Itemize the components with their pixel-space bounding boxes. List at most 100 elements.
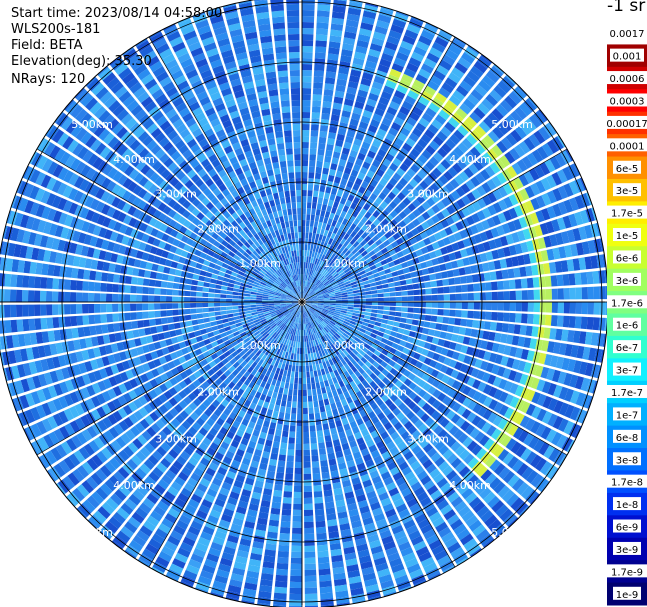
range-gate <box>434 456 446 468</box>
range-gate <box>463 453 475 465</box>
range-gate <box>438 109 450 121</box>
range-gate <box>328 309 335 313</box>
range-gate <box>367 124 378 134</box>
range-gate <box>383 252 391 259</box>
range-gate <box>304 280 307 287</box>
range-gate <box>347 296 354 300</box>
range-gate <box>160 288 167 295</box>
range-gate <box>390 122 402 132</box>
range-gate <box>327 275 333 281</box>
range-gate <box>364 155 374 165</box>
range-gate <box>22 318 30 332</box>
range-gate <box>468 255 476 265</box>
range-gate <box>318 283 324 288</box>
range-gate <box>431 337 440 345</box>
range-gate <box>526 240 535 252</box>
range-gate <box>82 315 90 325</box>
range-gate <box>279 448 287 456</box>
range-gate <box>302 196 307 203</box>
range-gate <box>365 376 373 384</box>
range-gate <box>412 218 421 227</box>
range-gate <box>456 335 465 344</box>
range-gate <box>398 322 406 329</box>
range-gate <box>314 311 320 316</box>
range-gate <box>398 46 412 57</box>
range-gate <box>487 112 500 125</box>
range-gate <box>425 366 434 375</box>
range-gate <box>318 191 325 199</box>
range-gate <box>302 10 315 17</box>
range-gate <box>130 312 137 320</box>
range-gate <box>302 377 307 384</box>
range-gate <box>523 337 532 349</box>
range-gate <box>308 289 313 295</box>
range-gate <box>220 298 227 302</box>
range-gate <box>523 253 531 265</box>
range-gate <box>551 219 561 232</box>
range-gate <box>305 296 311 300</box>
range-gate <box>305 298 312 301</box>
range-gate <box>401 302 408 307</box>
range-gate <box>329 120 339 128</box>
range-gate <box>527 289 534 300</box>
range-gate <box>403 216 412 225</box>
range-gate <box>367 261 375 267</box>
range-gate <box>534 251 543 263</box>
range-gate <box>447 398 457 409</box>
range-gate <box>302 347 305 354</box>
range-gate <box>392 232 401 241</box>
range-gate <box>532 314 540 325</box>
range-gate <box>534 224 543 237</box>
range-gate <box>339 223 346 231</box>
range-gate <box>278 454 286 462</box>
range-gate <box>317 297 324 300</box>
range-gate <box>347 261 354 268</box>
range-gate <box>488 386 498 398</box>
range-gate <box>313 184 320 192</box>
range-gate <box>317 393 323 401</box>
range-gate <box>424 417 435 427</box>
range-gate <box>407 222 416 231</box>
range-gate <box>500 434 512 447</box>
range-gate <box>439 263 447 272</box>
range-gate <box>409 178 419 188</box>
range-gate <box>533 289 540 300</box>
range-gate <box>518 140 531 154</box>
range-gate <box>274 586 288 594</box>
range-gate <box>70 279 78 291</box>
range-gate <box>370 119 380 128</box>
range-gate <box>325 501 335 509</box>
range-gate <box>554 261 563 273</box>
range-gate <box>281 515 291 522</box>
range-gate <box>329 259 335 266</box>
range-gate <box>500 137 513 150</box>
range-gate <box>536 393 547 407</box>
range-gate <box>329 303 336 306</box>
range-gate <box>330 114 340 122</box>
range-gate <box>400 431 411 441</box>
range-gate <box>449 134 461 145</box>
range-gate <box>378 327 386 333</box>
range-gate <box>328 321 335 327</box>
range-gate <box>293 503 302 510</box>
range-gate <box>503 380 513 392</box>
range-gate <box>575 287 582 300</box>
range-gate <box>372 210 381 219</box>
range-gate <box>345 199 352 208</box>
range-gate <box>546 205 557 219</box>
range-gate <box>348 175 357 183</box>
range-gate <box>397 132 408 142</box>
range-gate <box>454 318 462 326</box>
range-gate <box>489 89 503 103</box>
range-gate <box>520 241 529 253</box>
range-gate <box>288 437 295 444</box>
range-gate <box>578 226 588 240</box>
range-gate <box>217 323 225 330</box>
range-gate <box>396 358 405 366</box>
range-gate <box>417 398 427 408</box>
range-gate <box>315 310 321 315</box>
range-gate <box>443 170 454 182</box>
range-gate <box>196 291 203 297</box>
range-gate <box>311 298 318 301</box>
range-gate <box>451 67 465 79</box>
